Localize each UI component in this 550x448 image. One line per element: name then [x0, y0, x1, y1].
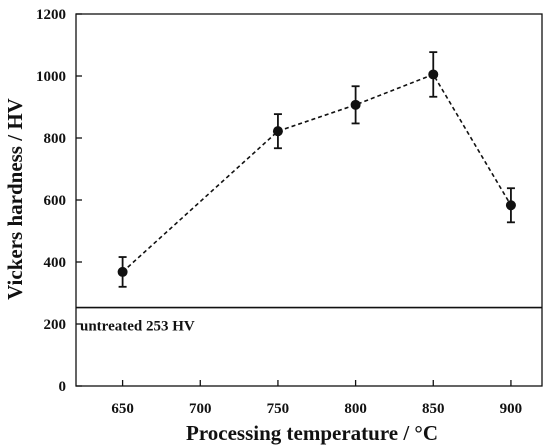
data-point	[505, 200, 516, 211]
y-tick-label: 600	[44, 193, 67, 209]
y-axis-label: Vickers hardness / HV	[3, 98, 27, 300]
x-axis-label: Processing temperature / °C	[186, 421, 438, 445]
x-tick-label: 750	[267, 401, 290, 417]
x-tick-label: 850	[422, 401, 445, 417]
reference-line-label: untreated 253 HV	[80, 319, 195, 335]
y-tick-label: 400	[44, 255, 67, 271]
y-tick-label: 0	[59, 379, 67, 395]
y-tick-label: 1000	[36, 69, 66, 85]
data-point	[428, 69, 439, 80]
series-group	[117, 51, 516, 288]
axes-group: 0 200 400 600 800 1000 1200 650 700 750 800 850 900	[36, 7, 543, 417]
data-point	[272, 126, 283, 137]
x-tick-label: 900	[500, 401, 523, 417]
y-tick-label: 200	[44, 317, 67, 333]
y-tick-label: 1200	[36, 7, 66, 23]
data-point	[117, 266, 128, 277]
data-point	[350, 99, 361, 110]
x-tick-label: 650	[111, 401, 134, 417]
y-tick-label: 800	[44, 131, 67, 147]
x-tick-label: 800	[344, 401, 367, 417]
x-tick-label: 700	[189, 401, 212, 417]
series-line	[122, 73, 512, 273]
